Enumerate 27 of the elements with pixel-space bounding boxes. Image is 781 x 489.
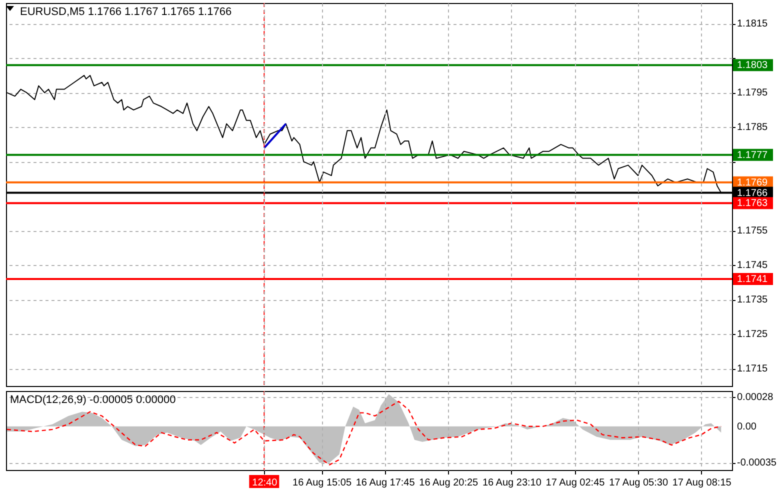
y-tick-label: -0.00035	[737, 458, 777, 469]
ref-line-label: 1.1803	[737, 60, 768, 72]
x-tick-label: 16 Aug 20:25	[419, 478, 479, 488]
y-tick-label: 1.1755	[737, 226, 768, 237]
ref-line-label: 1.1766	[737, 188, 768, 199]
x-tick-label: 16 Aug 15:05	[292, 478, 352, 488]
y-tick-label: 1.1795	[737, 88, 768, 99]
x-tick-label: 12:40	[252, 478, 278, 488]
y-tick-label: 1.1785	[737, 122, 768, 134]
x-tick-label: 16 Aug 17:45	[356, 478, 416, 488]
x-tick-label: 16 Aug 23:10	[482, 478, 542, 488]
y-tick-label: 1.1725	[737, 329, 768, 340]
y-tick-label: 1.1745	[737, 260, 768, 272]
ref-line-label: 1.1777	[737, 150, 768, 161]
y-tick-label: 1.1715	[737, 364, 768, 375]
y-tick-label: 1.1815	[737, 18, 768, 30]
ref-line-label: 1.1763	[737, 198, 768, 210]
ref-line-label: 1.1741	[737, 274, 768, 286]
y-tick-label: 1.1735	[737, 294, 768, 306]
x-tick-label: 17 Aug 05:30	[609, 478, 668, 488]
x-tick-label: 17 Aug 02:45	[546, 478, 606, 488]
y-tick-label: 0.00028	[737, 392, 774, 404]
x-tick-label: 17 Aug 08:15	[672, 478, 732, 488]
chart-title: MACD(12,26,9) -0.00005 0.00000	[10, 394, 176, 406]
chart-title: EURUSD,M5 1.1766 1.1767 1.1765 1.1766	[20, 6, 232, 18]
ref-line-label: 1.1769	[737, 177, 768, 188]
y-tick-label: 0.00	[737, 421, 757, 432]
